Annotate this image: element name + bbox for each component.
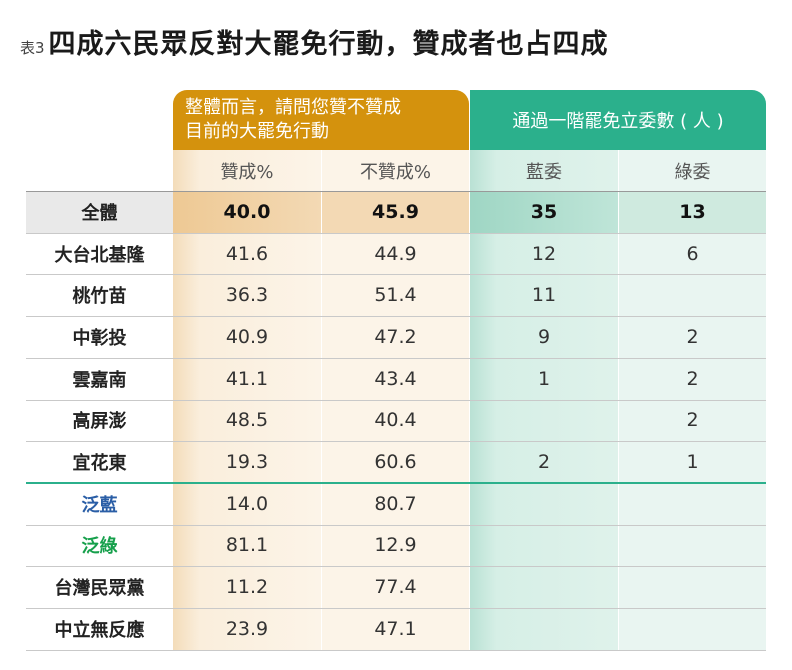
row-divider <box>26 316 766 318</box>
row-divider <box>26 399 766 401</box>
column-header-green: 綠委 <box>674 161 711 183</box>
table-cell: 51.4 <box>374 284 417 307</box>
table-cell: 43.4 <box>374 367 417 390</box>
table-cell: 2 <box>686 367 699 390</box>
total-cell-bg-4 <box>619 191 766 233</box>
row-divider <box>26 441 766 443</box>
column-header-approve: 贊成% <box>220 161 274 183</box>
table-cell: 9 <box>537 325 551 348</box>
table-cell: 2 <box>686 325 699 348</box>
table-cell <box>470 566 618 608</box>
row-label: 雲嘉南 <box>72 369 127 391</box>
table-cell: 35 <box>530 200 558 223</box>
row-divider <box>26 649 766 651</box>
table-cell <box>470 525 618 567</box>
table-cell: 47.2 <box>374 325 417 348</box>
row-label: 中立無反應 <box>54 619 145 641</box>
row-label: 泛藍 <box>81 494 118 516</box>
table-cell: 14.0 <box>225 492 269 515</box>
row-divider <box>26 524 766 526</box>
row-divider <box>26 274 766 276</box>
table-cell: 36.3 <box>225 284 269 307</box>
table-cell <box>470 483 618 525</box>
table-cell <box>619 608 766 650</box>
row-label: 全體 <box>81 202 118 224</box>
column-header-blue: 藍委 <box>526 161 562 183</box>
recall-group-header: 通過一階罷免立委數 ( 人 ) <box>470 90 766 150</box>
table-cell: 80.7 <box>374 492 417 515</box>
table-cell: 81.1 <box>225 534 269 557</box>
table-cell: 11.2 <box>225 576 269 599</box>
table-cell: 1 <box>686 451 699 474</box>
table-cell: 41.1 <box>225 367 269 390</box>
row-label: 泛綠 <box>81 536 118 558</box>
table-cell: 6 <box>686 242 699 265</box>
row-label: 大台北基隆 <box>54 244 145 266</box>
table-cell <box>619 566 766 608</box>
row-label: 台灣民眾黨 <box>54 578 145 600</box>
header-divider <box>26 191 766 192</box>
total-cell-bg-2 <box>322 191 469 233</box>
table-cell: 44.9 <box>374 242 417 265</box>
row-divider <box>26 232 766 234</box>
table-cell: 45.9 <box>372 200 419 223</box>
table-cell: 12.9 <box>374 534 417 557</box>
table-cell: 48.5 <box>225 409 269 432</box>
row-label: 高屏澎 <box>72 411 127 433</box>
table-number: 表3 <box>20 39 45 57</box>
opinion-header-line-2: 目前的大罷免行動 <box>185 121 329 142</box>
row-label: 中彰投 <box>72 327 127 349</box>
column-header-disapprove: 不贊成% <box>359 161 432 183</box>
table-heading: 四成六民眾反對大罷免行動，贊成者也占四成 <box>48 29 609 60</box>
table-cell <box>470 400 618 442</box>
table-cell: 40.9 <box>225 325 269 348</box>
total-cell-bg-1 <box>173 191 321 233</box>
table-cell: 40.0 <box>223 200 271 223</box>
table-cell <box>619 525 766 567</box>
table-cell: 19.3 <box>225 451 269 474</box>
table-cell <box>619 274 766 316</box>
table-cell: 23.9 <box>225 617 269 640</box>
table-cell: 1 <box>537 367 551 390</box>
table-cell: 47.1 <box>374 617 417 640</box>
row-divider <box>26 566 766 568</box>
table-cell: 2 <box>686 409 699 432</box>
row-divider <box>26 357 766 359</box>
table-title: 表3 四成六民眾反對大罷免行動，贊成者也占四成 <box>20 22 609 62</box>
table-cell: 77.4 <box>374 576 417 599</box>
table-cell <box>470 608 618 650</box>
opinion-header-line-1: 整體而言，請問您贊不贊成 <box>185 97 401 118</box>
table-cell: 13 <box>679 200 706 223</box>
table-cell: 12 <box>531 242 557 265</box>
row-divider <box>26 608 766 609</box>
table-cell: 41.6 <box>225 242 269 265</box>
row-label: 宜花東 <box>72 453 127 475</box>
row-label: 桃竹苗 <box>72 286 127 308</box>
total-cell-bg-3 <box>470 191 618 233</box>
row-divider <box>26 481 766 484</box>
table-cell <box>619 483 766 525</box>
table-cell: 11 <box>531 284 557 307</box>
table-cell: 60.6 <box>374 451 417 474</box>
table-cell: 40.4 <box>374 409 417 432</box>
table-cell: 2 <box>537 451 551 474</box>
opinion-group-header: 整體而言，請問您贊不贊成 目前的大罷免行動 <box>173 90 469 150</box>
